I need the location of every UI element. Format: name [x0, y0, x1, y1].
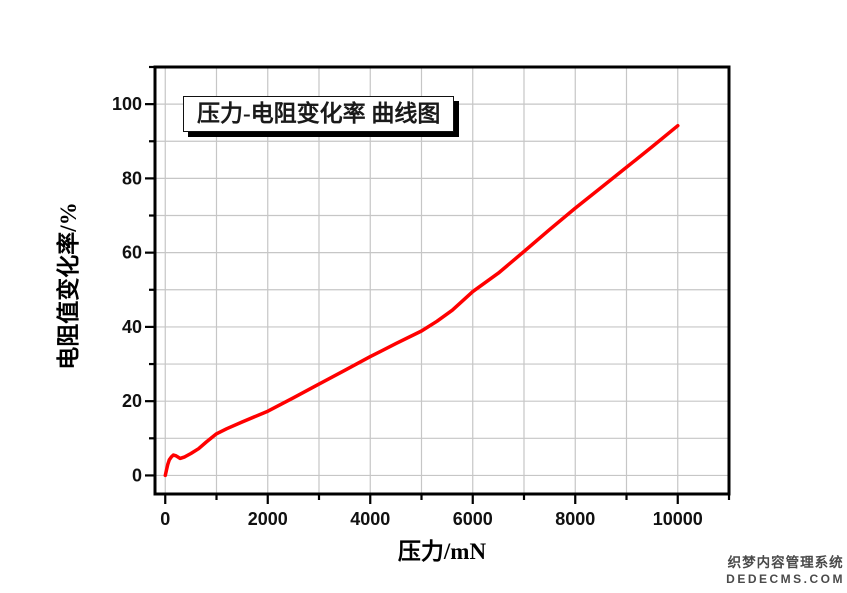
watermark-line1: 织梦内容管理系统	[727, 555, 844, 571]
y-tick-label: 80	[122, 168, 142, 188]
x-axis-title: 压力/mN	[397, 539, 487, 564]
y-tick-label: 100	[112, 94, 142, 114]
y-tick-label: 40	[122, 317, 142, 337]
plot-frame	[153, 65, 731, 496]
x-tick-label: 2000	[248, 509, 288, 529]
y-tick-label: 20	[122, 391, 142, 411]
x-tick-label: 8000	[555, 509, 595, 529]
data-line	[163, 123, 680, 478]
x-tick-label: 0	[160, 509, 170, 529]
chart-title-box: 压力-电阻变化率 曲线图	[183, 96, 455, 132]
y-axis-title: 电阻值变化率/%	[56, 202, 81, 370]
x-tick-label: 10000	[653, 509, 703, 529]
y-tick-label: 0	[132, 465, 142, 485]
y-tick-label: 60	[122, 243, 142, 263]
x-tick-label: 6000	[453, 509, 493, 529]
watermark-line2: DEDECMS.COM	[726, 571, 845, 586]
chart-title: 压力-电阻变化率 曲线图	[197, 101, 441, 126]
watermark: 织梦内容管理系统 DEDECMS.COM	[726, 555, 845, 586]
x-tick-label: 4000	[350, 509, 390, 529]
